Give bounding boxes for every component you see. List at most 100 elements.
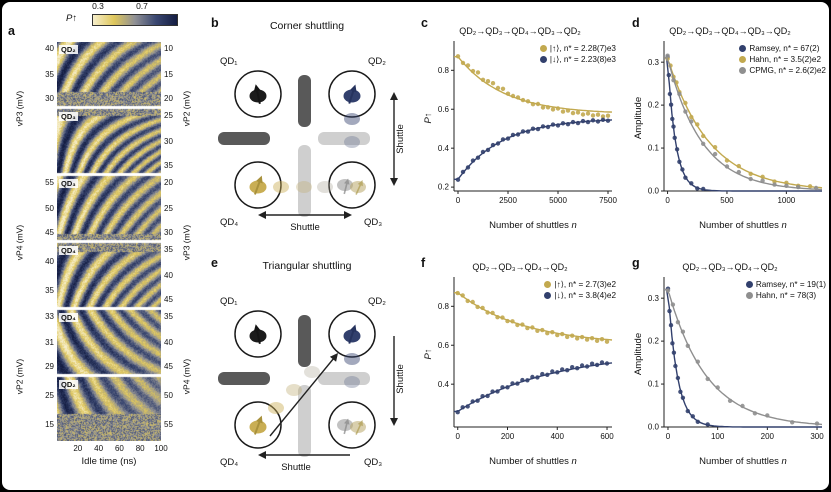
x-tick-label: 400 [551,432,565,441]
chart-title: QD₂→QD₃→QD₄→QD₃→QD₂ [459,26,581,36]
chart-title: QD₂→QD₃→QD₄→QD₂ [472,262,568,272]
y-tick-label: 0.8 [438,66,450,75]
left-tick-label: 25 [45,390,54,400]
left-tick-label: 50 [45,204,54,213]
panel-label-a: a [8,24,15,38]
x-tick-label: 200 [761,432,775,441]
legend-item: Hahn, n* = 78(3) [745,290,826,301]
right-tick-label: 15 [164,70,173,79]
left-tick-label: 45 [45,228,54,238]
barrier-gate-right [318,372,370,385]
x-tick-label: 7500 [599,196,617,205]
shuttle-trail-blob [344,136,360,148]
arrowhead-right-icon [344,211,352,219]
x-tick-label: 200 [501,432,515,441]
x-tick-label: 80 [135,444,145,453]
right-tick-label: 20 [164,94,173,104]
fit-line [454,56,613,113]
legend: Ramsey, n* = 19(1) Hahn, n* = 78(3) [745,279,826,301]
legend: |↑⟩, n* = 2.28(7)e3 |↓⟩, n* = 2.23(8)e3 [539,43,616,65]
x-tick-label: 300 [810,432,824,441]
triangular-shuttling-diagram: Triangular shuttling QD₁ QD₂ QD₄ QD₃ Shu [218,260,406,473]
chart-title: QD₂→QD₃→QD₄→QD₃→QD₂ [669,26,791,36]
plot-area: 0 200 400 600 0.4 0.6 0.8 [438,277,614,441]
right-axis-label: vP4 (mV) [181,358,192,395]
colorbar-label: P↑ [66,13,78,24]
shuttle-trail-blob [286,384,302,396]
right-tick-label: 35 [164,312,173,322]
fit-line [664,288,823,426]
x-axis-label: Number of shuttles n [454,220,612,231]
data-point [475,70,481,75]
shuttle-trail-blob [344,113,360,125]
data-point [600,114,606,119]
legend-item: |↓⟩, n* = 3.8(4)e2 [544,290,616,301]
shuttle-trail-blob [344,376,360,388]
y-tick-label: 0.2 [648,101,660,110]
legend-label: Hahn, n* = 78(3) [755,291,817,300]
panel-d: QD₂→QD₃→QD₄→QD₃→QD₂ Amplitude 0 500 1000 0.… [630,26,830,238]
data-point [550,107,556,112]
data-point [580,112,586,117]
colorbar-tick-low: 0.3 [92,1,104,11]
colorbar-tick-high: 0.7 [136,1,148,11]
x-axis-label: Idle time (ns) [81,456,137,467]
y-tick-label: 0.8 [438,302,450,311]
legend-marker [739,67,747,74]
left-tick-label: 33 [45,312,54,322]
shuttle-trail-blob [273,181,289,193]
arrowhead-down-icon [390,178,398,186]
right-tick-label: 40 [164,338,173,347]
data-point [605,113,611,118]
x-axis-label-text: Number of shuttles [699,220,782,231]
legend: |↑⟩, n* = 2.7(3)e2 |↓⟩, n* = 3.8(4)e2 [544,279,616,301]
legend: Ramsey, n* = 67(2) Hahn, n* = 3.5(2)e2 CPM… [739,43,826,76]
panel-label-g: g [632,256,640,270]
panel-label-b: b [211,16,219,30]
left-axis-label: vP2 (mV) [14,358,25,395]
qd3-trail-blob [337,419,353,431]
panel-label-c: c [421,16,428,30]
data-point [712,151,718,157]
legend-item: |↑⟩, n* = 2.28(7)e3 [539,43,616,54]
right-tick-label: 35 [164,161,173,171]
data-point [594,338,600,343]
fit-line [664,57,823,189]
strip-qd-label: QD₃ [59,112,78,121]
right-tick-label: 10 [164,44,173,54]
x-tick-label: 2500 [499,196,517,205]
x-axis-label-var: n [571,220,577,231]
data-point [584,337,590,342]
left-tick-label: 31 [45,338,54,347]
plot-area: 0 500 1000 0.0 0.1 0.2 0.3 [648,41,823,205]
x-axis-label: Number of shuttles n [664,456,822,467]
y-tick-label: 0.2 [648,337,660,346]
data-point [570,110,576,116]
left-tick-label: 55 [45,178,54,188]
y-tick-label: 0.4 [438,144,450,153]
legend-marker [539,45,547,52]
shuttle-label-vertical: Shuttle [395,124,406,154]
heatmap-canvas [57,42,161,441]
y-tick-label: 0.6 [438,105,450,114]
colorbar [92,14,178,26]
x-tick-label: 600 [600,432,614,441]
legend-item: Hahn, n* = 3.5(2)e2 [739,54,826,65]
x-tick-label: 0 [456,432,461,441]
fit-line [454,292,613,341]
legend-marker [544,292,552,299]
panel-c: QD₂→QD₃→QD₄→QD₃→QD₂ P↑ 0 2500 5000 7500 0.2 0… [420,26,620,238]
right-tick-label: 25 [164,111,173,121]
x-axis-label-var: n [571,456,577,467]
legend-marker [539,56,547,63]
y-tick-label: 0.2 [438,183,450,192]
arrowhead-left-icon [258,211,266,219]
data-point [665,53,670,58]
strip-qd-label: QD₂ [59,380,78,389]
chart-title: QD₂→QD₃→QD₄→QD₂ [682,262,778,272]
right-tick-label: 40 [164,271,173,280]
x-tick-label: 5000 [549,196,567,205]
corner-shuttling-diagram: Corner shuttling QD₁ QD₂ QD₄ QD₃ [218,20,406,233]
arrowhead-up-icon [390,92,398,100]
